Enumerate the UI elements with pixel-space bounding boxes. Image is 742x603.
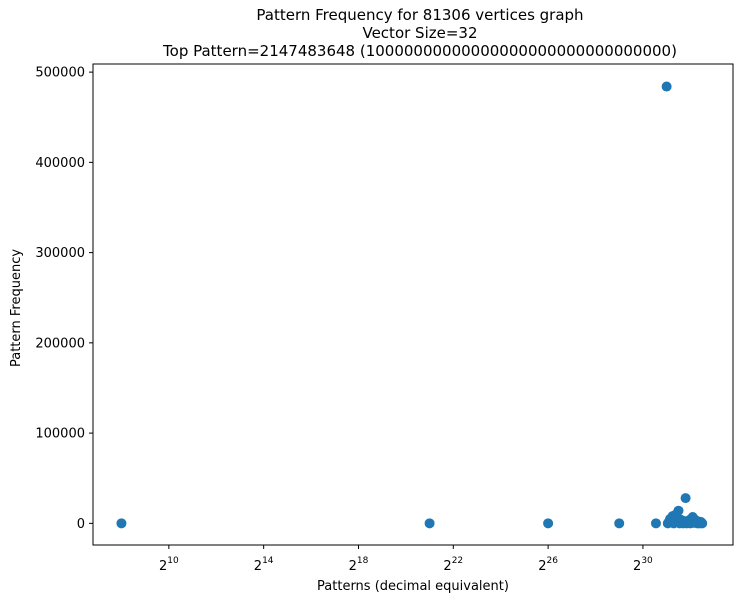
x-tick-label: 230: [633, 556, 653, 574]
data-point: [650, 518, 661, 529]
chart-title-line-1: Pattern Frequency for 81306 vertices gra…: [256, 6, 584, 24]
data-point: [697, 518, 708, 529]
data-point: [116, 518, 127, 529]
data-point: [673, 505, 684, 516]
data-point: [614, 518, 625, 529]
chart-title-line-2: Vector Size=32: [362, 24, 478, 42]
data-point: [543, 518, 554, 529]
plot-frame: [92, 63, 734, 546]
plot-area: 0 100000 200000 300000 400000 500000 210 214 218…: [35, 63, 734, 574]
y-axis-label: Pattern Frequency: [9, 249, 24, 367]
y-tick-label: 300000: [35, 246, 85, 261]
y-tick-label: 100000: [35, 427, 85, 442]
x-tick-label: 222: [443, 556, 463, 574]
y-tick-label: 500000: [35, 66, 85, 81]
y-tick-label: 200000: [35, 336, 85, 351]
x-axis-label: Patterns (decimal equivalent): [317, 579, 509, 594]
y-tick-label: 0: [77, 517, 85, 532]
chart-title-line-3: Top Pattern=2147483648 (1000000000000000…: [163, 42, 677, 60]
x-tick-label: 226: [538, 556, 558, 574]
data-point: [680, 493, 691, 504]
x-tick-label: 210: [159, 556, 179, 574]
x-tick-label: 214: [254, 556, 274, 574]
x-tick-label: 218: [349, 556, 369, 574]
y-tick-label: 400000: [35, 156, 85, 171]
data-point: [661, 81, 672, 92]
data-point: [424, 518, 435, 529]
